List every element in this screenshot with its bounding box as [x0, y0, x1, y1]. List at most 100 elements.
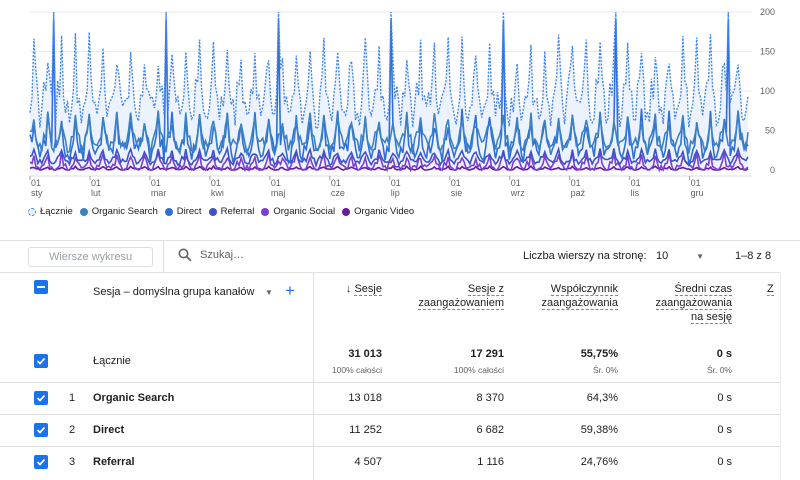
x-tick-label: 01 — [31, 178, 41, 188]
rows-per-page-label: Liczba wierszy na stronę: — [523, 250, 647, 262]
y-tick-label: 100 — [760, 86, 775, 96]
table-row[interactable]: 2 Direct 11 252 6 682 59,38% 0 s — [0, 422, 780, 446]
y-tick-label: 0 — [770, 165, 775, 175]
row-checkbox[interactable] — [34, 391, 48, 405]
legend-swatch — [208, 207, 217, 216]
row-rate: 59,38% — [580, 424, 618, 436]
chart-lines — [29, 11, 749, 173]
dimension-header[interactable]: Sesja – domyślna grupa kanałów — [93, 286, 255, 298]
sort-arrow-icon: ↓ — [345, 283, 352, 295]
legend-swatch — [28, 207, 36, 216]
table-header: Sesja – domyślna grupa kanałów ▼ + ↓ Ses… — [0, 272, 800, 348]
row-avg: 0 s — [717, 392, 732, 404]
x-tick-label: maj — [271, 188, 286, 198]
series-line — [29, 145, 749, 169]
y-tick-label: 150 — [760, 47, 775, 57]
row-channel-name: Direct — [93, 424, 125, 436]
row-checkbox[interactable] — [34, 354, 48, 368]
rows-per-page-value: 10 — [656, 250, 669, 262]
y-axis: 0 50 100 150 200 — [760, 7, 775, 175]
legend-swatch — [261, 207, 270, 216]
row-sessions: 13 018 — [348, 392, 382, 404]
header-line: na sesję — [691, 311, 732, 324]
row-sessions: 4 507 — [354, 456, 382, 468]
pagination-info: 1–8 z 8 — [735, 250, 772, 262]
total-label: Łącznie — [93, 355, 131, 367]
legend-item-direct[interactable]: Direct — [164, 206, 202, 217]
y-tick-label: 50 — [765, 126, 775, 136]
row-avg: 0 s — [717, 424, 732, 436]
total-avg-sub: Śr. 0% — [706, 365, 732, 375]
row-divider — [0, 382, 780, 383]
row-engaged: 1 116 — [477, 456, 504, 468]
search-input[interactable] — [200, 247, 400, 263]
header-line: zaangażowaniem — [418, 297, 504, 310]
engagement-rate-header[interactable]: Współczynnik zaangażowania — [541, 282, 618, 310]
header-line: Sesje z — [467, 283, 504, 296]
row-checkbox[interactable] — [34, 455, 48, 469]
legend-label: Organic Video — [354, 206, 415, 217]
add-dimension-button[interactable]: + — [285, 281, 295, 300]
search-icon[interactable] — [178, 248, 192, 267]
legend-item-organic-search[interactable]: Organic Search — [79, 206, 158, 217]
header-line: zaangażowania — [541, 297, 618, 310]
row-sessions: 11 252 — [349, 424, 382, 436]
legend-label: Organic Social — [273, 206, 336, 217]
sessions-header[interactable]: ↓ Sesje — [346, 282, 382, 296]
legend-item-total[interactable]: Łącznie — [28, 206, 73, 217]
row-number: 1 — [68, 392, 76, 404]
y-tick-label: 200 — [760, 7, 775, 17]
sessions-header-label: Sesje — [354, 283, 382, 296]
series-line-total — [29, 11, 749, 131]
chart-area — [30, 12, 748, 170]
x-tick-label: 01 — [151, 178, 161, 188]
select-all-checkbox[interactable] — [34, 280, 48, 294]
minus-icon — [37, 286, 45, 288]
right-edge — [780, 272, 781, 480]
x-tick-label: wrz — [510, 188, 525, 198]
legend-label: Organic Search — [91, 206, 158, 217]
legend-label: Direct — [176, 206, 202, 217]
avg-engagement-header[interactable]: Średni czas zaangażowania na sesję — [655, 282, 732, 324]
row-divider — [0, 446, 780, 447]
chevron-down-icon: ▼ — [696, 251, 704, 261]
header-line: Średni czas — [674, 283, 732, 296]
header-line: Współczynnik — [550, 283, 618, 296]
row-avg: 0 s — [717, 456, 732, 468]
chevron-down-icon[interactable]: ▼ — [265, 288, 273, 297]
rows-per-page-select[interactable]: 10 ▼ — [656, 250, 704, 262]
legend-label: Łącznie — [40, 206, 73, 217]
row-checkbox[interactable] — [34, 423, 48, 437]
toolbar-divider — [163, 241, 164, 272]
row-engaged: 8 370 — [476, 392, 504, 404]
more-columns-header[interactable]: Z — [767, 282, 774, 296]
total-sessions-sub: 100% całości — [331, 365, 382, 375]
section-divider — [0, 240, 800, 241]
total-rate-sub: Śr. 0% — [592, 365, 618, 375]
legend-swatch — [342, 207, 351, 216]
table-row[interactable]: 3 Referral 4 507 1 116 24,76% 0 s — [0, 454, 780, 478]
check-icon — [36, 458, 46, 466]
chart-legend: Łącznie Organic Search Direct Referral O… — [28, 206, 421, 217]
legend-item-referral[interactable]: Referral — [208, 206, 255, 217]
x-tick-label: mar — [151, 188, 167, 198]
total-engaged-sub: 100% całości — [453, 365, 504, 375]
x-tick-label: 01 — [331, 178, 341, 188]
total-engaged: 17 291 — [470, 348, 504, 360]
legend-item-organic-video[interactable]: Organic Video — [342, 206, 414, 217]
engaged-sessions-header[interactable]: Sesje z zaangażowaniem — [418, 282, 504, 310]
x-tick-label: sie — [451, 188, 463, 198]
legend-item-organic-social[interactable]: Organic Social — [261, 206, 335, 217]
table-row[interactable]: 1 Organic Search 13 018 8 370 64,3% 0 s — [0, 390, 780, 414]
chart-rows-button[interactable]: Wiersze wykresu — [28, 247, 153, 267]
total-row: Łącznie 31 013 100% całości 17 291 100% … — [0, 348, 780, 382]
series-line — [29, 110, 749, 157]
row-divider — [0, 414, 780, 415]
x-tick-label: 01 — [271, 178, 281, 188]
row-channel-name: Referral — [93, 456, 135, 468]
x-tick-label: paź — [571, 188, 586, 198]
total-rate: 55,75% — [580, 348, 618, 360]
legend-label: Referral — [220, 206, 255, 217]
x-tick-label: 01 — [91, 178, 101, 188]
header-line: Z — [767, 283, 774, 296]
